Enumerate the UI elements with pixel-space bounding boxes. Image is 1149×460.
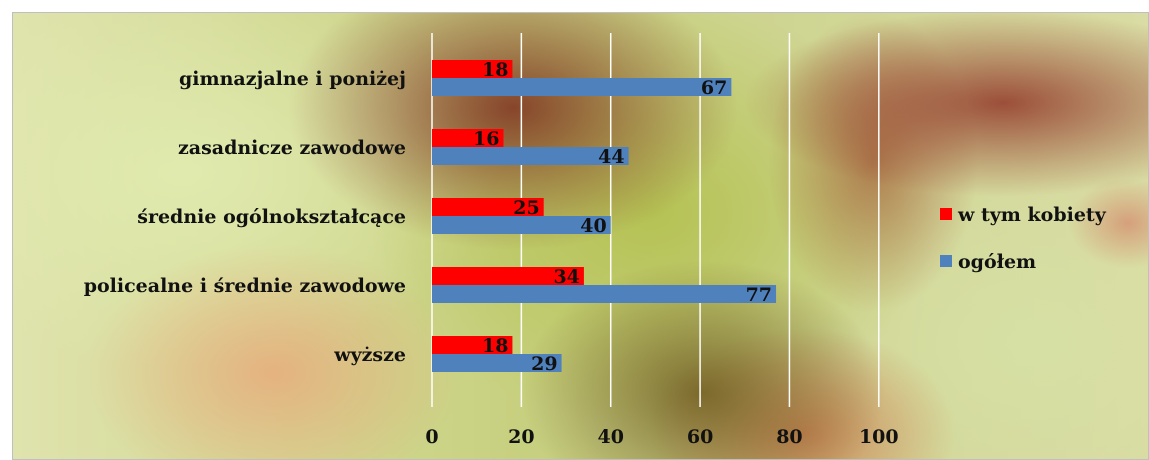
x-tick-label: 0 — [425, 426, 438, 448]
category-label: średnie ogólnokształcące — [137, 206, 406, 228]
data-label: 44 — [598, 146, 624, 168]
bar-w-tym-kobiety — [432, 267, 584, 285]
bar-ogolem — [432, 147, 629, 165]
data-label: 67 — [701, 77, 727, 99]
bar-chart: 0 20 40 60 80 100 gimnazjalne i poniżej 18 67 zas… — [84, 33, 1107, 448]
x-tick-label: 80 — [776, 426, 802, 448]
bar-ogolem — [432, 285, 777, 303]
x-tick-label: 60 — [687, 426, 713, 448]
bar-w-tym-kobiety — [432, 198, 544, 216]
bar-w-tym-kobiety — [432, 129, 504, 147]
data-label: 18 — [482, 59, 508, 81]
category-label: policealne i średnie zawodowe — [84, 275, 406, 297]
data-label: 25 — [513, 197, 539, 219]
data-label: 40 — [580, 215, 606, 237]
x-tick-label: 20 — [508, 426, 534, 448]
bar-ogolem — [432, 216, 611, 234]
legend-swatch — [940, 208, 952, 220]
legend-swatch — [940, 255, 952, 267]
category-label: zasadnicze zawodowe — [178, 137, 406, 159]
bar-ogolem — [432, 78, 732, 96]
category-label: gimnazjalne i poniżej — [179, 68, 406, 90]
data-label: 18 — [482, 335, 508, 357]
bar-w-tym-kobiety — [432, 336, 513, 354]
x-tick-label: 40 — [597, 426, 623, 448]
data-label: 34 — [553, 266, 579, 288]
data-label: 29 — [531, 353, 557, 375]
x-tick-label: 100 — [859, 426, 899, 448]
data-label: 16 — [473, 128, 499, 150]
chart-frame: 0 20 40 60 80 100 gimnazjalne i poniżej 18 67 zas… — [12, 12, 1149, 460]
legend-label: ogółem — [958, 251, 1036, 273]
category-label: wyższe — [333, 344, 406, 366]
legend-label: w tym kobiety — [957, 204, 1107, 226]
bar-ogolem — [432, 354, 562, 372]
data-label: 77 — [746, 284, 772, 306]
bar-w-tym-kobiety — [432, 60, 513, 78]
